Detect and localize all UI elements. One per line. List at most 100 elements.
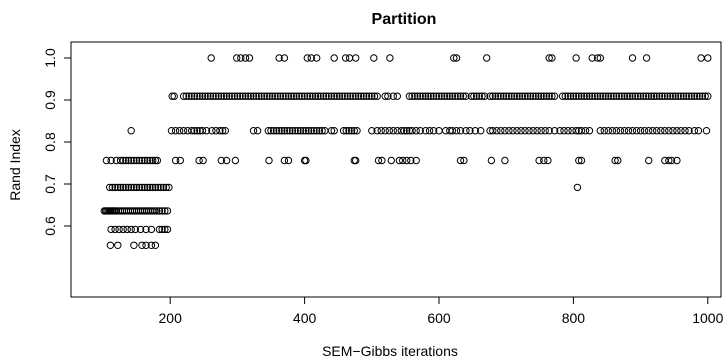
data-point [558, 92, 567, 100]
data-point [560, 127, 568, 135]
data-point [170, 92, 178, 100]
data-point [114, 183, 122, 192]
data-point [176, 156, 185, 165]
data-point [642, 54, 651, 62]
data-point [502, 92, 510, 100]
data-point [295, 92, 303, 100]
data-point [667, 156, 676, 165]
data-point [102, 156, 111, 165]
data-point [370, 54, 378, 62]
data-point [602, 92, 610, 100]
data-point [114, 241, 122, 250]
data-point [236, 92, 244, 100]
data-point [564, 127, 572, 135]
data-point [642, 92, 650, 100]
data-point [317, 92, 325, 100]
data-point [255, 92, 263, 100]
data-point [624, 127, 633, 135]
data-point [218, 127, 227, 135]
data-point [665, 156, 673, 165]
data-point [149, 156, 157, 165]
data-point [460, 156, 468, 165]
data-point [373, 92, 381, 100]
data-point [471, 127, 479, 135]
data-point [245, 54, 254, 62]
data-point [131, 225, 140, 234]
data-point [620, 92, 629, 100]
plot-frame [70, 41, 722, 298]
data-point [347, 127, 356, 135]
data-point [350, 127, 358, 135]
data-point [628, 54, 637, 62]
data-point [501, 127, 509, 135]
data-point [645, 156, 653, 165]
data-point [612, 127, 621, 135]
data-point [155, 225, 164, 234]
data-point [421, 127, 430, 135]
data-point [161, 207, 169, 215]
data-point [343, 92, 352, 100]
data-point [537, 92, 545, 100]
data-point [408, 127, 416, 135]
data-point [365, 92, 373, 100]
data-point [580, 92, 588, 100]
data-point [270, 127, 278, 135]
data-point [284, 156, 293, 165]
data-point [241, 54, 250, 62]
data-point [634, 92, 642, 100]
data-point [665, 127, 673, 135]
data-point [596, 92, 604, 100]
data-point [533, 127, 541, 135]
data-point [443, 92, 451, 100]
data-point [141, 156, 149, 165]
data-point [577, 156, 586, 165]
data-point [212, 92, 220, 100]
data-point [399, 156, 407, 165]
data-point [116, 156, 125, 165]
data-point [591, 92, 599, 100]
data-point [130, 183, 138, 192]
data-point [196, 92, 204, 100]
data-point [309, 92, 317, 100]
data-point [168, 92, 176, 100]
data-point [155, 207, 164, 215]
data-point [564, 92, 572, 100]
data-point [682, 92, 690, 100]
chart-title: Partition [372, 11, 437, 28]
data-point [663, 92, 672, 100]
data-point [452, 127, 461, 135]
data-point [507, 92, 516, 100]
data-point [645, 92, 653, 100]
data-point [153, 207, 161, 215]
data-point [362, 92, 371, 100]
data-point [575, 156, 583, 165]
data-point [253, 127, 262, 135]
data-point [518, 92, 526, 100]
data-point [567, 92, 575, 100]
data-point [704, 92, 712, 100]
data-point [481, 92, 489, 100]
data-point [448, 127, 457, 135]
data-point [470, 92, 478, 100]
data-point [405, 92, 414, 100]
data-point [217, 156, 226, 165]
data-point [702, 127, 711, 135]
data-point [604, 127, 612, 135]
data-point [395, 156, 404, 165]
y-tick-label: 0.9 [42, 90, 58, 110]
data-point [427, 92, 435, 100]
data-point [122, 183, 130, 192]
data-point [280, 156, 289, 165]
data-point [288, 127, 297, 135]
data-point [669, 92, 677, 100]
data-point [271, 92, 279, 100]
y-tick-label: 0.6 [42, 216, 58, 236]
data-point [135, 183, 144, 192]
data-point [526, 92, 535, 100]
data-point [618, 92, 626, 100]
data-point [225, 92, 234, 100]
data-point [489, 92, 497, 100]
data-point [249, 127, 258, 135]
data-point [357, 92, 365, 100]
data-point [537, 127, 545, 135]
